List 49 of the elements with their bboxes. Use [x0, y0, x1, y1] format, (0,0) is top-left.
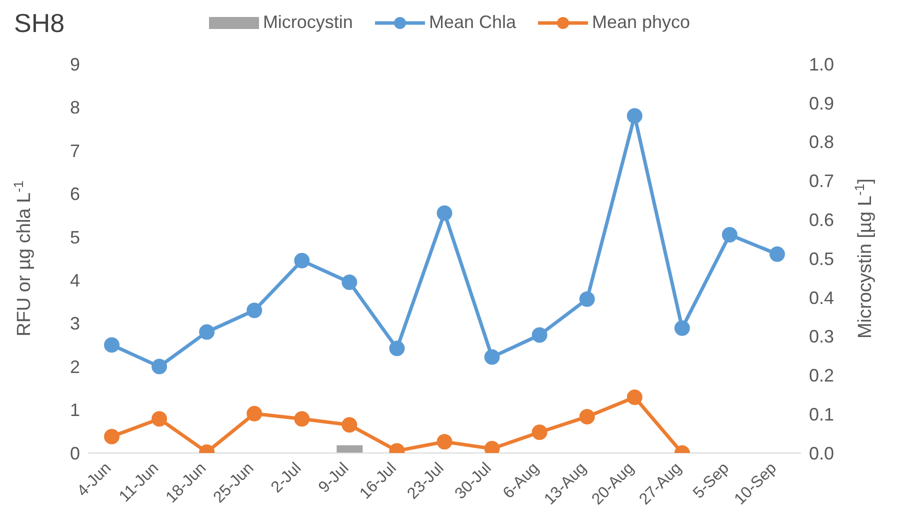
point	[532, 327, 548, 343]
point	[294, 411, 310, 427]
legend-label: Microcystin	[262, 12, 353, 33]
point	[104, 337, 120, 353]
y-tick-label: 6	[70, 184, 80, 204]
point	[104, 428, 120, 444]
y2-tick-label: 0.4	[809, 288, 834, 308]
point	[436, 205, 452, 221]
point	[246, 406, 262, 422]
y2-tick-label: 0.1	[809, 404, 834, 424]
point	[152, 411, 168, 427]
point	[722, 226, 738, 242]
point	[342, 274, 358, 290]
y-tick-label: 3	[70, 314, 80, 334]
y-tick-label: 4	[70, 270, 80, 290]
point	[484, 349, 500, 365]
point	[579, 408, 595, 424]
legend-label: Mean Chla	[428, 12, 516, 33]
point	[294, 252, 310, 268]
point	[436, 434, 452, 450]
point	[152, 358, 168, 374]
point	[389, 340, 405, 356]
y-tick-label: 9	[70, 54, 80, 74]
point	[532, 424, 548, 440]
y2-tick-label: 0.5	[809, 248, 834, 269]
y2-tick-label: 0.9	[809, 93, 834, 114]
point	[579, 291, 595, 307]
legend-label: Mean phyco	[591, 12, 690, 33]
y-tick-label: 0	[70, 443, 80, 464]
y-tick-label: 8	[70, 98, 80, 118]
y-tick-label: 7	[70, 140, 80, 161]
y2-tick-label: 0.8	[809, 132, 834, 152]
point	[246, 302, 262, 318]
point	[626, 389, 642, 405]
y2-tick-label: 0.3	[809, 326, 834, 347]
y2-tick-label: 0.6	[809, 210, 834, 230]
point	[199, 324, 215, 340]
point	[342, 417, 358, 433]
y2-tick-label: 0.7	[809, 171, 834, 192]
y2-tick-label: 0.2	[809, 366, 834, 386]
y2-tick-label: 0.0	[809, 443, 834, 464]
y-tick-label: 1	[70, 400, 80, 420]
y-tick-label: 2	[70, 356, 80, 377]
point	[674, 320, 690, 336]
point	[769, 246, 785, 262]
y-tick-label: 5	[70, 227, 80, 248]
chart-title: SH8	[14, 8, 65, 39]
point	[626, 108, 642, 124]
y2-tick-label: 1.0	[809, 54, 834, 74]
